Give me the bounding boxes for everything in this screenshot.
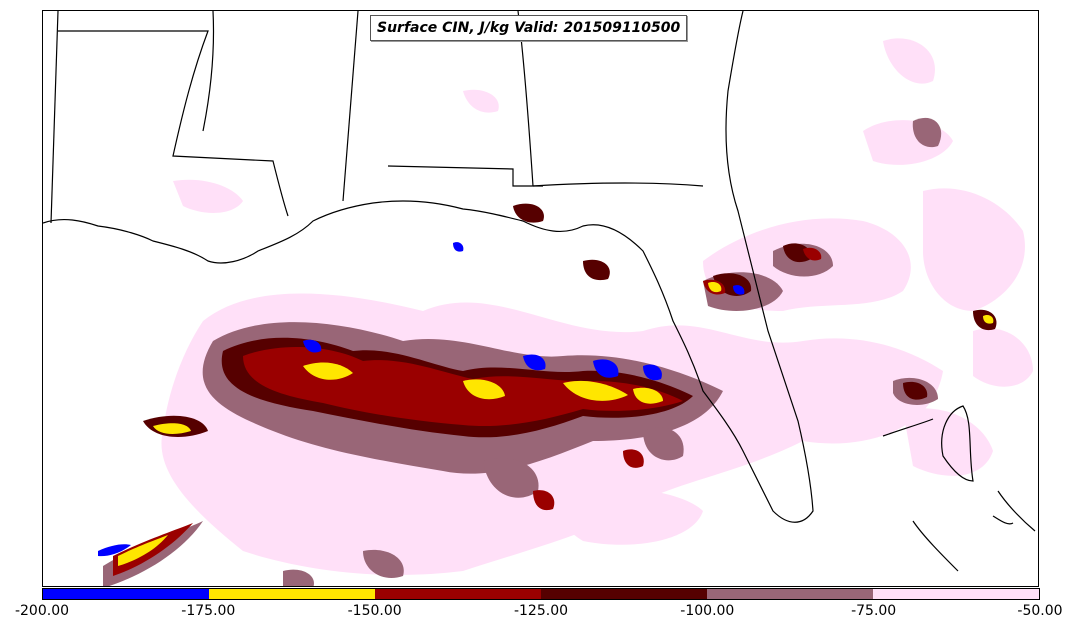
colorbar-tick-label: -125.00 — [513, 603, 569, 619]
colorbar-bin-1 — [209, 589, 375, 599]
colorbar-bin-4 — [707, 589, 873, 599]
cin-field-blue — [98, 242, 745, 557]
colorbar-tick-label: -150.00 — [347, 603, 402, 619]
colorbar-tick-label: -175.00 — [181, 603, 236, 619]
colorbar-bin-0 — [43, 589, 209, 599]
map-panel — [42, 10, 1039, 587]
colorbar-tick-label: -200.00 — [14, 603, 70, 619]
colorbar-bin-2 — [375, 589, 541, 599]
cin-field-light-pink — [161, 38, 1033, 575]
map-title: Surface CIN, J/kg Valid: 201509110500 — [370, 15, 688, 41]
colorbar-tick-label: -50.00 — [1017, 603, 1063, 619]
cin-field-yellow — [118, 281, 994, 566]
colorbar-bin-5 — [873, 589, 1039, 599]
colorbar-tick-label: -75.00 — [851, 603, 897, 619]
colorbar-tick-label: -100.00 — [680, 603, 735, 619]
colorbar — [42, 588, 1040, 600]
colorbar-bin-3 — [541, 589, 707, 599]
cin-map — [43, 11, 1036, 586]
coastline-and-borders — [43, 11, 1036, 572]
